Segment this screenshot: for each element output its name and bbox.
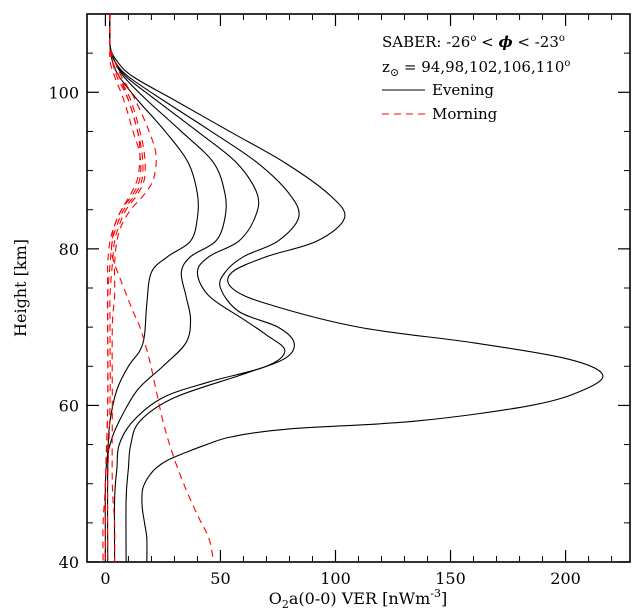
evening-curve-106 [109, 14, 300, 562]
legend-zenith-values: = 94,98,102,106,110 [399, 58, 564, 76]
legend-line-zenith: z⊙ = 94,98,102,106,110o [382, 58, 570, 79]
legend-morning-label: Morning [432, 105, 498, 123]
y-axis-title: Height [km] [11, 239, 30, 337]
morning-curve-106 [109, 14, 157, 562]
legend-saber-phi: ϕ [499, 33, 513, 51]
legend: SABER: -26o < ϕ < -23o z⊙ = 94,98,102,10… [382, 33, 570, 123]
x-tick-label: 0 [100, 569, 110, 588]
curves [102, 14, 604, 562]
x-tick-label: 200 [550, 569, 581, 588]
legend-saber-deg1: o [470, 33, 476, 44]
x-tick-label: 50 [210, 569, 230, 588]
morning-curve-110 [109, 14, 215, 562]
legend-saber-deg2: o [559, 33, 565, 44]
legend-line-saber: SABER: -26o < ϕ < -23o [382, 33, 565, 51]
y-tick-label: 100 [48, 83, 79, 102]
x-axis-title-rest: a(0-0) VER [nWm [289, 589, 430, 608]
legend-sun-symbol: ⊙ [390, 66, 399, 79]
morning-curve-98 [104, 14, 144, 562]
x-tick-label: 150 [435, 569, 466, 588]
y-tick-label: 40 [59, 553, 79, 572]
evening-curve-98 [106, 14, 227, 562]
legend-saber-mid2: < -23 [513, 33, 559, 51]
legend-zenith-deg: o [564, 58, 570, 69]
legend-z: z [382, 58, 390, 76]
x-axis-title-main: O [269, 589, 282, 608]
x-axis-title: O2a(0-0) VER [nWm-3] [269, 587, 448, 611]
legend-evening-label: Evening [432, 81, 494, 99]
evening-curve-102 [109, 14, 286, 562]
y-tick-label: 60 [59, 396, 79, 415]
x-axis-title-sup: -3 [430, 587, 441, 600]
tick-labels: 0 50 100 150 200 40 60 80 100 [48, 83, 580, 588]
x-tick-label: 100 [320, 569, 351, 588]
x-axis-title-end: ] [441, 589, 447, 608]
legend-saber-mid: < [476, 33, 498, 51]
ticks [87, 13, 630, 563]
evening-curve-110 [108, 14, 604, 562]
evening-curve-94 [104, 14, 199, 562]
x-axis-title-sub: 2 [282, 598, 289, 611]
y-tick-label: 80 [59, 240, 79, 259]
legend-saber-prefix: SABER: -26 [382, 33, 470, 51]
morning-curve-94 [102, 14, 142, 562]
